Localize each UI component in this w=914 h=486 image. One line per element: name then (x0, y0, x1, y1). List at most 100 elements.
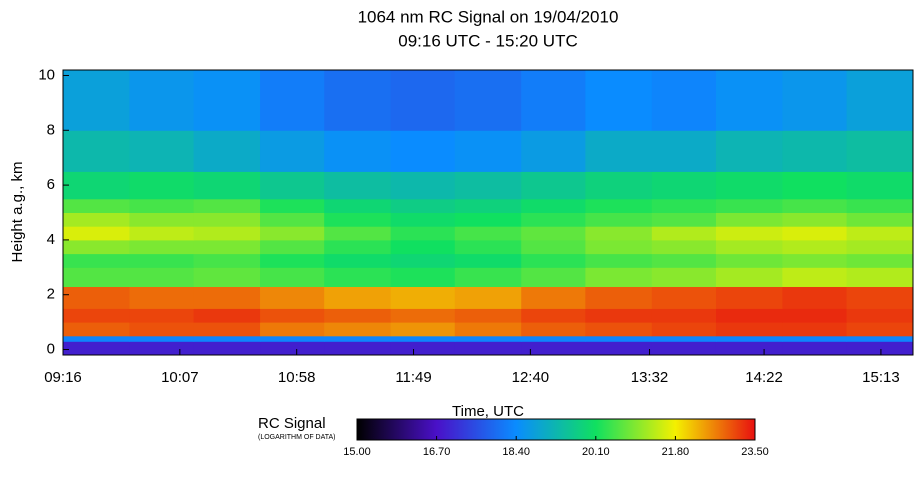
heat-cell (585, 322, 653, 337)
heat-cell (390, 335, 456, 342)
heat-cell (193, 322, 261, 337)
heat-cell (260, 212, 325, 227)
heat-cell (521, 171, 586, 200)
heat-cell (715, 130, 783, 172)
heat-cell (63, 171, 130, 200)
heat-cell (390, 286, 456, 309)
heat-cell (63, 335, 130, 342)
heat-cell (454, 267, 522, 287)
heat-cell (651, 239, 717, 255)
heat-cell (782, 267, 848, 287)
heat-cell (521, 226, 586, 241)
heat-cell (454, 239, 522, 255)
heat-cell (521, 70, 586, 131)
heat-cell (651, 253, 717, 268)
heat-cell (715, 267, 783, 287)
chart-subtitle: 09:16 UTC - 15:20 UTC (398, 31, 578, 50)
heat-cell (715, 212, 783, 227)
heat-cell (193, 308, 261, 323)
plot-frame (62, 69, 914, 356)
heat-cell (390, 171, 456, 200)
heat-cell (324, 322, 392, 337)
heat-cell (324, 226, 392, 241)
heat-cell (324, 267, 392, 287)
heat-cell (63, 308, 130, 323)
colorbar-subtitle: (LOGARITHM OF DATA) (258, 434, 336, 441)
heat-cell (715, 341, 783, 356)
heat-cell (390, 239, 456, 255)
heat-cell (782, 341, 848, 356)
colorbar-tick-label: 21.80 (662, 446, 690, 458)
heat-cell (521, 308, 586, 323)
heat-cell (193, 335, 261, 342)
heat-cell (454, 253, 522, 268)
heat-cell (193, 267, 261, 287)
heat-cell (521, 130, 586, 172)
heat-cell (324, 335, 392, 342)
heat-cell (846, 130, 914, 172)
heat-cell (193, 198, 261, 213)
x-tick-label: 10:58 (278, 369, 316, 386)
heat-cell (454, 212, 522, 227)
heat-cell (260, 70, 325, 131)
heat-cell (390, 226, 456, 241)
heat-cell (63, 198, 130, 213)
heat-cell (651, 70, 717, 131)
heat-cell (521, 212, 586, 227)
x-axis-label: Time, UTC (452, 403, 524, 420)
heat-cell (651, 198, 717, 213)
heat-cell (260, 308, 325, 323)
heat-cell (454, 130, 522, 172)
x-tick-label: 15:13 (862, 369, 900, 386)
heat-cell (390, 70, 456, 131)
colorbar-tick-label: 18.40 (502, 446, 530, 458)
x-tick-label: 13:32 (631, 369, 669, 386)
heat-cell (193, 253, 261, 268)
heat-cell (390, 253, 456, 268)
heat-cell (193, 130, 261, 172)
heat-cell (715, 239, 783, 255)
heat-cell (585, 335, 653, 342)
x-tick-label: 09:16 (44, 369, 82, 386)
heat-cell (585, 226, 653, 241)
heat-cell (782, 212, 848, 227)
heat-cell (651, 308, 717, 323)
heat-cell (193, 171, 261, 200)
heat-cell (193, 239, 261, 255)
heat-cell (260, 239, 325, 255)
heat-cell (782, 226, 848, 241)
heat-cell (454, 171, 522, 200)
heat-cell (324, 70, 392, 131)
heat-cell (260, 267, 325, 287)
heat-cell (260, 322, 325, 337)
x-tick-label: 11:49 (395, 369, 431, 386)
heat-cell (63, 70, 130, 131)
heat-cell (715, 226, 783, 241)
heat-cell (390, 198, 456, 213)
heat-cell (846, 308, 914, 323)
heat-cell (454, 322, 522, 337)
x-tick-label: 10:07 (161, 369, 199, 386)
heat-cell (63, 130, 130, 172)
x-tick-label: 12:40 (512, 369, 550, 386)
heat-cell (651, 341, 717, 356)
heat-cell (63, 212, 130, 227)
chart-title: 1064 nm RC Signal on 19/04/2010 (358, 7, 619, 26)
y-tick-label: 10 (38, 66, 55, 83)
heat-cell (129, 308, 195, 323)
heat-cell (454, 341, 522, 356)
heat-cell (585, 267, 653, 287)
heat-cell (63, 239, 130, 255)
heat-cell (585, 198, 653, 213)
heat-cell (63, 267, 130, 287)
heat-cell (260, 130, 325, 172)
heat-cell (846, 335, 914, 342)
heat-cell (521, 286, 586, 309)
heat-cell (454, 335, 522, 342)
heat-cell (324, 286, 392, 309)
heat-cell (324, 308, 392, 323)
heat-cell (651, 226, 717, 241)
heat-cell (651, 212, 717, 227)
heat-cell (390, 322, 456, 337)
